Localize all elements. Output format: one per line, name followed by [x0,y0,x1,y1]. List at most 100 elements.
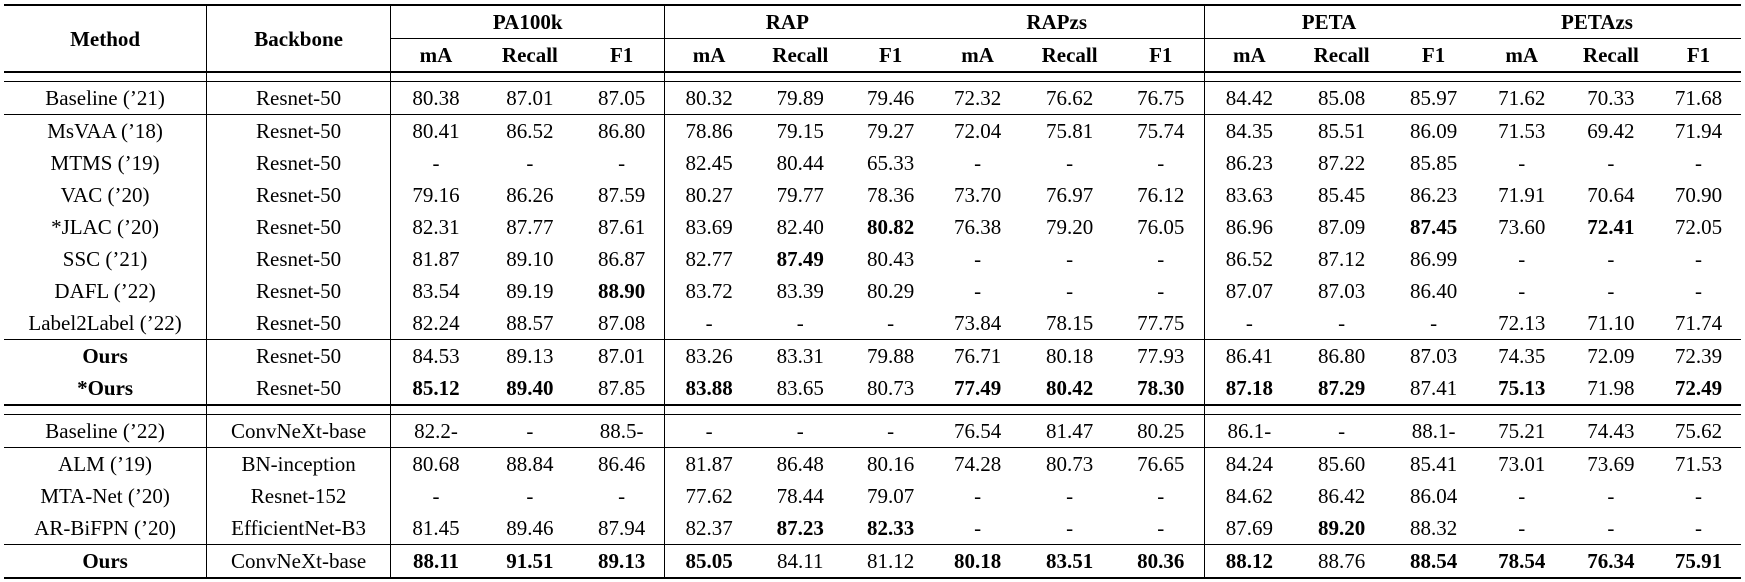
value-cell: - [578,147,666,179]
value-cell: - [974,151,982,175]
value-cell: 87.59 [578,179,666,211]
metric-header: Recall [480,38,579,73]
metric-header: F1 [1656,38,1741,73]
value-cell: 77.49 [953,376,1002,400]
value-cell: 87.41 [1409,376,1458,400]
metric-header: F1 [1389,38,1478,73]
value-cell: 69.42 [1565,114,1657,147]
header-row-metrics: mA Recall F1 mA Recall F1 mA Recall F1 mA Recall F1… [4,38,1741,73]
metric-header: Recall [752,38,848,73]
value-cell: 75.13 [1498,376,1546,400]
value-cell: 89.13 [578,544,666,579]
value-cell: 83.54 [412,279,460,303]
rule-spacer [4,404,1741,415]
results-table: Method Backbone PA100k RAP RAPzs PETA PE… [4,4,1741,579]
table-row: Label2Label (’22) Resnet-50 82.24 88.57 87.0… [4,307,1741,340]
table-row: DAFL (’22) Resnet-50 83.54 89.19 88.90 83.72 8… [4,275,1741,307]
value-cell: 87.07 [1225,279,1273,303]
value-cell: 76.12 [1117,179,1206,211]
table-row: *Ours Resnet-50 85.12 89.40 87.85 83.88 83.65 8… [4,372,1741,405]
table-row: Ours Resnet-50 84.53 89.13 87.01 83.26 83.31 79… [4,339,1741,372]
spacer-cell [664,404,753,415]
value-cell: 88.1- [1411,419,1456,443]
table-row: MTMS (’19) Resnet-50- - -82.45 80.44 65.33- - -… [4,147,1741,179]
value-cell: 80.73 [1021,447,1118,480]
value-cell: - [526,151,534,175]
value-cell: 86.09 [1389,114,1478,147]
value-cell: 89.46 [506,516,554,540]
value-cell: 89.13 [480,339,579,372]
spacer-cell [1389,72,1478,82]
spacer-cell [933,404,1022,415]
value-cell: 79.88 [847,339,934,372]
metric-header: Recall [1565,38,1657,73]
value-cell: 88.12 [1204,544,1294,579]
spacer-cell [4,72,208,82]
value-cell: 86.87 [578,243,666,275]
value-cell: 88.57 [506,311,554,335]
value-cell: 87.22 [1318,151,1366,175]
value-cell: 87.03 [1389,339,1478,372]
value-cell: 87.18 [1225,376,1273,400]
value-cell: - [1695,516,1703,540]
value-cell: 87.23 [776,516,824,540]
value-cell: 82.40 [776,215,824,239]
value-cell: 79.27 [847,114,934,147]
value-cell: - [1066,516,1074,540]
value-cell: - [705,419,713,443]
dataset-header: RAP [765,10,809,34]
value-cell: 85.05 [664,544,753,579]
method-cell: MsVAA (’18) [4,114,208,147]
value-cell: 70.33 [1587,86,1635,110]
value-cell: 75.74 [1117,114,1206,147]
value-cell: 70.64 [1587,183,1635,207]
metric-header: mA [1477,38,1566,73]
value-cell: 75.81 [1021,114,1118,147]
value-cell: 71.62 [1498,86,1546,110]
value-cell: 81.87 [412,247,460,271]
value-cell: - [1066,484,1074,508]
value-cell: - [1607,516,1615,540]
value-cell: 87.01 [506,86,554,110]
method-cell: *Ours [4,372,208,405]
value-cell: 71.98 [1587,376,1635,400]
value-cell: - [1607,247,1615,271]
table-row: *JLAC (’20) Resnet-50 82.31 87.77 87.61 83.69… [4,211,1741,243]
spacer-cell [1117,404,1206,415]
value-cell: 84.62 [1225,484,1273,508]
value-cell: 71.10 [1587,311,1635,335]
value-cell: - [1695,279,1703,303]
value-cell: 82.24 [412,311,460,335]
value-cell: 76.54 [953,419,1002,443]
value-cell: 87.69 [1225,516,1273,540]
value-cell: 71.53 [1477,114,1566,147]
value-cell: 88.84 [480,447,579,480]
value-cell: 91.51 [480,544,579,579]
value-cell: 86.80 [578,114,666,147]
spacer-cell [847,404,934,415]
value-cell: 76.75 [1117,81,1206,115]
table-row: Baseline (’22) ConvNeXt-base 82.2- - 88.5- - -… [4,414,1741,448]
table-row: VAC (’20) Resnet-50 79.16 86.26 87.59 80.27 79… [4,179,1741,211]
value-cell: - [1117,147,1206,179]
value-cell: 76.62 [1045,86,1094,110]
value-cell: 78.15 [1045,311,1094,335]
metric-header: F1 [847,38,934,73]
metric-header: mA [664,38,753,73]
backbone-cell: Resnet-50 [206,339,392,372]
backbone-cell: Resnet-152 [206,480,392,512]
value-cell: 73.60 [1498,215,1546,239]
value-cell: 71.68 [1674,86,1723,110]
value-cell: 77.75 [1117,307,1206,340]
value-cell: 88.32 [1409,516,1458,540]
value-cell: 89.20 [1318,516,1366,540]
value-cell: 72.39 [1656,339,1741,372]
value-cell: 82.33 [866,516,915,540]
value-cell: 82.45 [685,151,733,175]
value-cell: 81.87 [664,447,753,480]
value-cell: 72.09 [1565,339,1657,372]
value-cell: 83.26 [664,339,753,372]
value-cell: - [1117,275,1206,307]
value-cell: 87.29 [1318,376,1366,400]
method-cell: *JLAC (’20) [4,211,208,243]
